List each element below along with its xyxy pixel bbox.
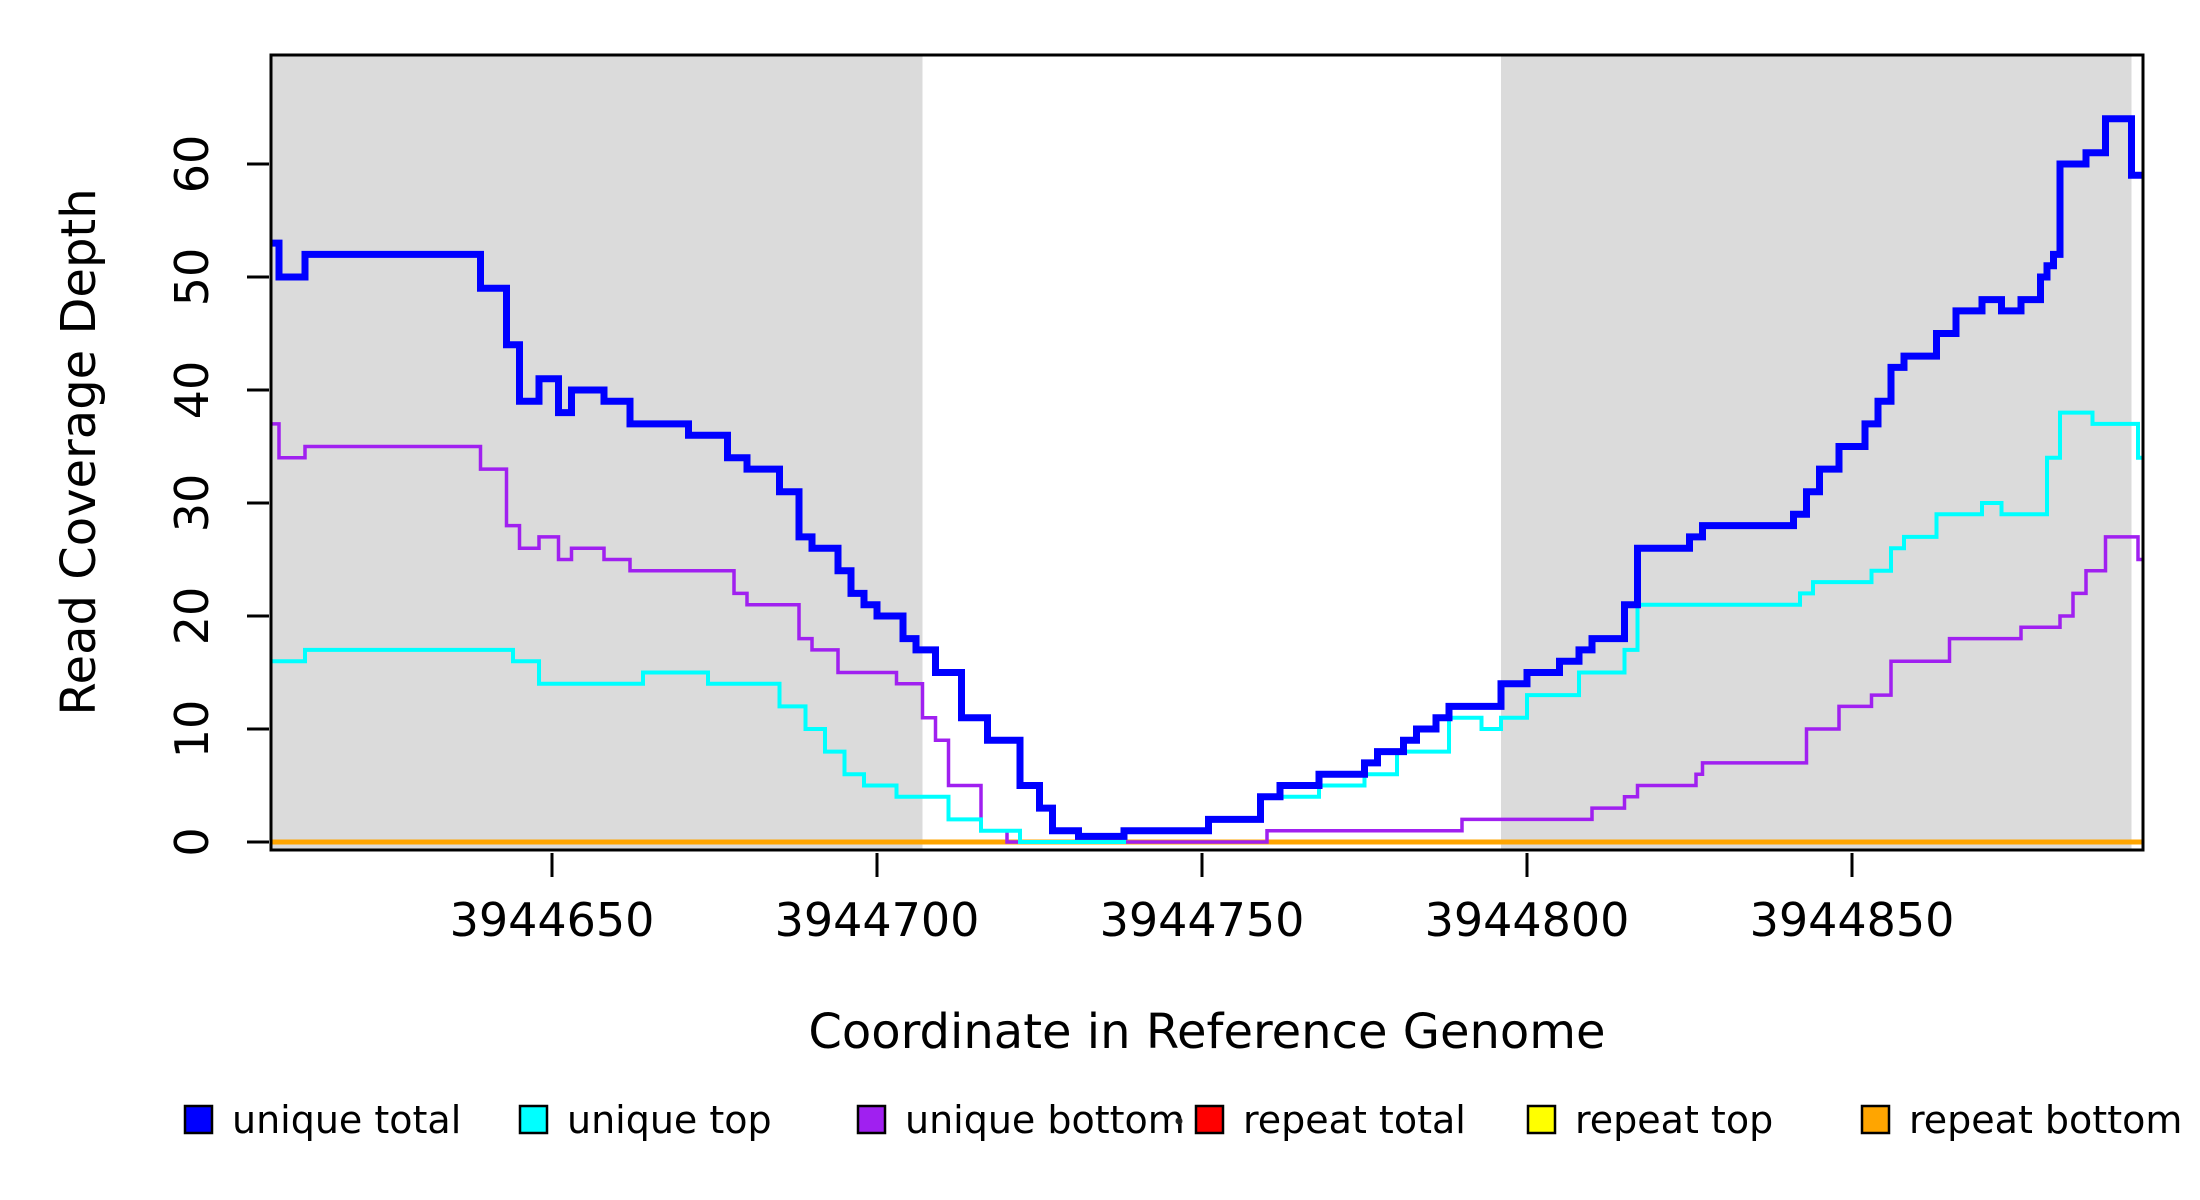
y-tick-label: 0 (165, 827, 219, 856)
x-tick-label: 3944800 (1425, 893, 1630, 947)
legend-label-unique-total: unique total (232, 1098, 461, 1142)
x-tick-label: 3944850 (1750, 893, 1955, 947)
x-tick-label: 3944650 (450, 893, 655, 947)
shaded-region-left-unique-flank (271, 55, 923, 850)
y-axis: 0 10 20 30 40 50 60 (165, 135, 269, 857)
legend-item-unique-total: unique total (183, 1098, 461, 1142)
stray-dot (1175, 1117, 1183, 1125)
x-axis-title: Coordinate in Reference Genome (808, 1004, 1605, 1060)
legend-swatch-unique-top (518, 1104, 549, 1135)
legend-swatch-unique-bottom (856, 1104, 887, 1135)
legend-item-unique-top: unique top (518, 1098, 772, 1142)
x-tick-label: 3944750 (1100, 893, 1305, 947)
shaded-region-right-unique-flank (1501, 55, 2132, 850)
y-tick-label: 60 (165, 135, 219, 194)
legend-item-unique-bottom: unique bottom (856, 1098, 1185, 1142)
plot-border (269, 53, 2145, 852)
legend-item-repeat-bottom: repeat bottom (1860, 1098, 2182, 1142)
y-tick-label: 50 (165, 248, 219, 307)
legend-label-repeat-total: repeat total (1243, 1098, 1466, 1142)
legend-swatch-repeat-top (1526, 1104, 1557, 1135)
x-tick-label: 3944700 (775, 893, 980, 947)
legend-swatch-repeat-bottom (1860, 1104, 1891, 1135)
y-tick-label: 20 (165, 587, 219, 646)
legend-item-repeat-top: repeat top (1526, 1098, 1773, 1142)
series-line-unique-top (271, 410, 2143, 844)
series-lines (271, 115, 2143, 845)
legend: unique total unique top unique bottom repea… (183, 1098, 2182, 1142)
legend-label-repeat-bottom: repeat bottom (1909, 1098, 2182, 1142)
legend-swatch-repeat-total (1194, 1104, 1225, 1135)
shaded-regions (271, 55, 2132, 850)
x-axis: 3944650 3944700 3944750 3944800 3944850 (450, 853, 1955, 947)
y-tick-label: 30 (165, 474, 219, 533)
legend-label-unique-bottom: unique bottom (905, 1098, 1185, 1142)
series-line-unique-total (271, 115, 2143, 840)
legend-label-unique-top: unique top (567, 1098, 772, 1142)
y-tick-label: 10 (165, 700, 219, 759)
series-line-unique-bottom (271, 422, 2143, 844)
legend-swatch-unique-total (183, 1104, 214, 1135)
y-tick-label: 40 (165, 361, 219, 420)
legend-label-repeat-top: repeat top (1575, 1098, 1773, 1142)
legend-item-repeat-total: repeat total (1194, 1098, 1466, 1142)
y-axis-title: Read Coverage Depth (51, 188, 107, 715)
